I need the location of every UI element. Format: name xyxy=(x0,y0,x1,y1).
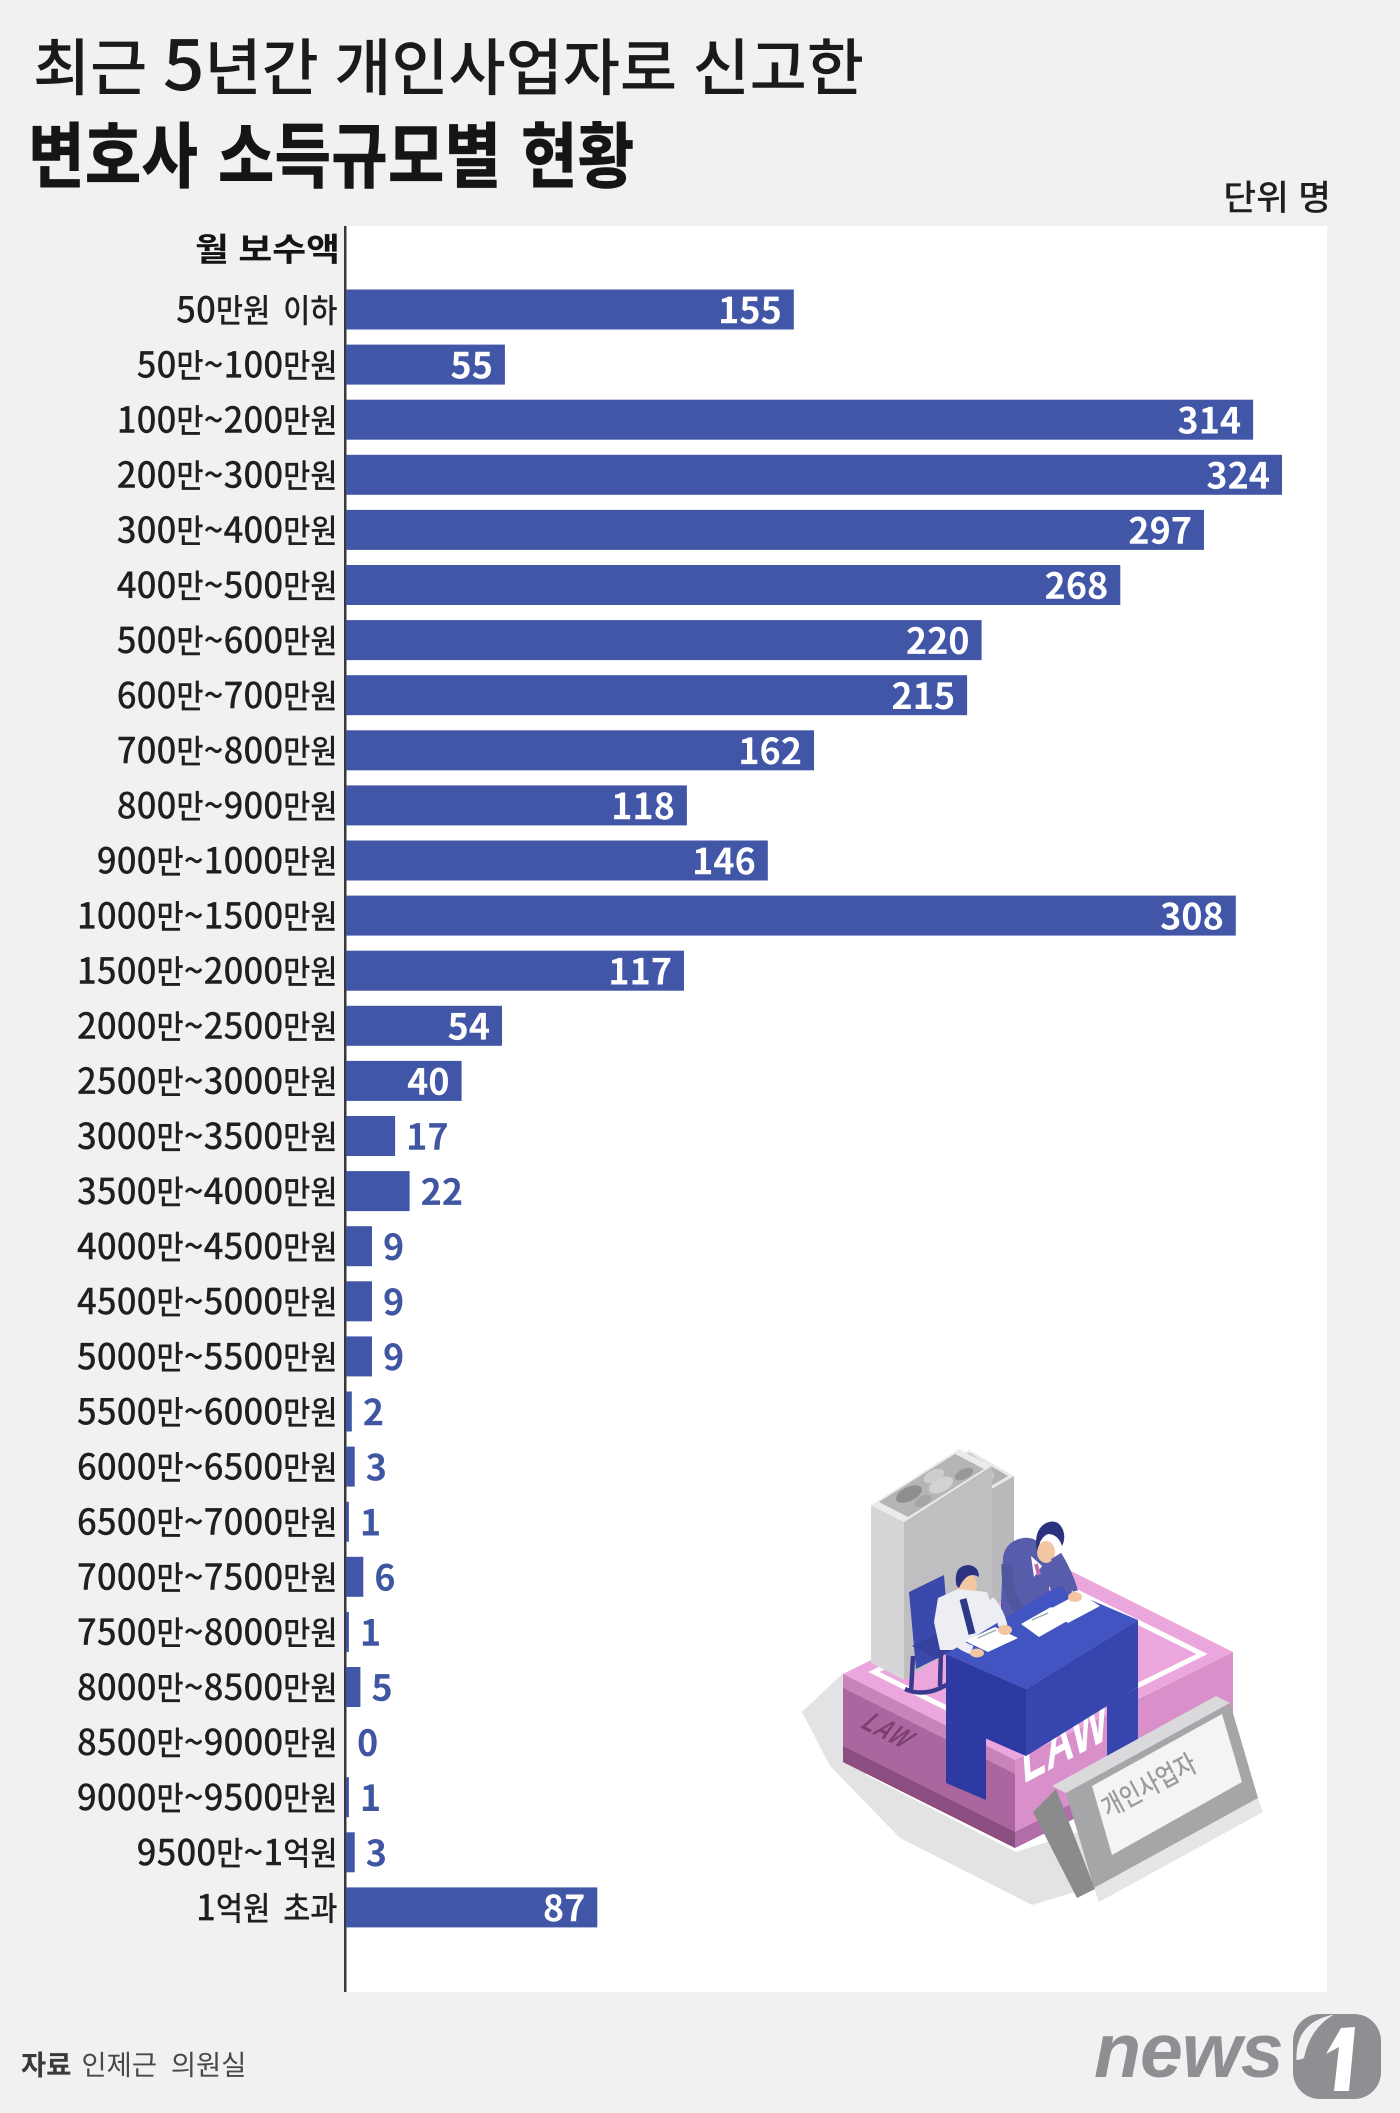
svg-text:news: news xyxy=(1094,2008,1283,2094)
